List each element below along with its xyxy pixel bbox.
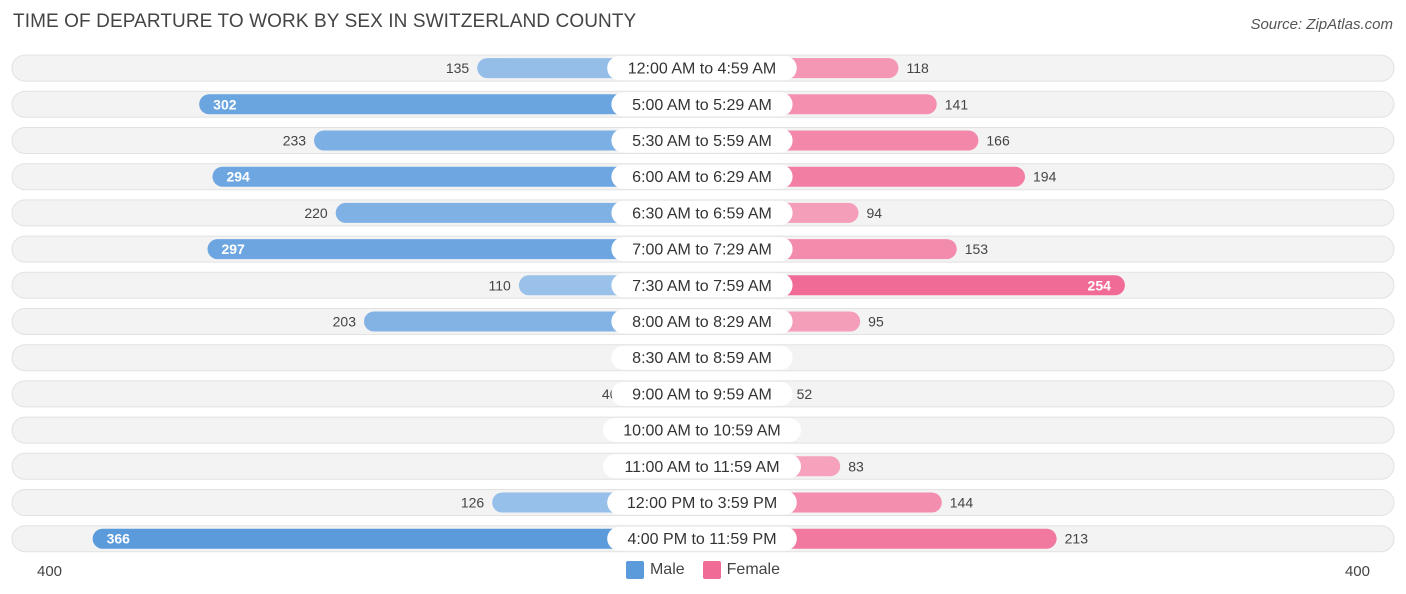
category-pill [611, 128, 793, 153]
male-value-label: 220 [304, 205, 328, 221]
category-pill [611, 345, 793, 370]
legend-item-female: Female [702, 561, 781, 579]
female-value-label: 52 [797, 386, 813, 402]
male-bar [207, 239, 712, 260]
female-value-label: 83 [848, 458, 864, 474]
category-pill [611, 273, 793, 298]
axis-label-left: 400 [37, 563, 62, 580]
category-pill [603, 454, 801, 479]
male-value-label: 126 [461, 495, 485, 511]
male-value-label: 366 [107, 531, 131, 547]
female-value-label: 166 [986, 133, 1010, 149]
category-pill [607, 490, 797, 515]
category-label: 9:00 AM to 9:59 AM [632, 386, 772, 403]
legend-male-label: Male [649, 561, 685, 578]
category-label: 4:00 PM to 11:59 PM [627, 531, 776, 548]
male-value-label: 135 [446, 60, 470, 76]
category-pill [607, 526, 797, 551]
male-value-label: 110 [489, 277, 512, 293]
male-bar [92, 528, 713, 549]
male-swatch [625, 561, 644, 579]
male-value-label: 297 [221, 241, 245, 257]
legend-item-male: Male [625, 561, 685, 579]
female-value-label: 118 [906, 60, 929, 76]
female-value-label: 194 [1033, 169, 1057, 185]
category-label: 11:00 AM to 11:59 AM [624, 459, 779, 476]
category-label: 7:00 AM to 7:29 AM [632, 242, 772, 259]
category-label: 12:00 PM to 3:59 PM [627, 495, 777, 512]
category-label: 12:00 AM to 4:59 AM [628, 61, 777, 78]
category-pill [611, 164, 793, 189]
female-value-label: 94 [867, 205, 883, 221]
category-pill [611, 237, 793, 262]
axis-label-right: 400 [1345, 563, 1370, 580]
legend-female-label: Female [726, 561, 781, 578]
category-label: 6:00 AM to 6:29 AM [632, 169, 772, 186]
category-label: 10:00 AM to 10:59 AM [623, 423, 780, 440]
source-credit: Source: ZipAtlas.com [1250, 16, 1393, 33]
category-pill [611, 309, 793, 334]
category-label: 5:00 AM to 5:29 AM [632, 97, 772, 114]
female-value-label: 153 [965, 241, 989, 257]
male-value-label: 233 [283, 133, 307, 149]
male-value-label: 302 [213, 96, 237, 112]
category-pill [611, 200, 793, 225]
female-value-label: 95 [868, 314, 884, 330]
category-label: 6:30 AM to 6:59 AM [632, 205, 772, 222]
male-bar [199, 94, 713, 115]
female-value-label: 144 [950, 495, 974, 511]
category-pill [603, 418, 801, 443]
category-pill [611, 381, 793, 406]
legend: Male Female [0, 561, 1406, 579]
category-label: 8:00 AM to 8:29 AM [632, 314, 772, 331]
category-label: 8:30 AM to 8:59 AM [632, 350, 772, 367]
category-label: 7:30 AM to 7:59 AM [632, 278, 772, 295]
female-value-label: 254 [1088, 277, 1112, 293]
male-bar [212, 166, 713, 187]
category-pill [607, 56, 797, 81]
female-value-label: 213 [1065, 531, 1089, 547]
male-value-label: 203 [333, 314, 357, 330]
category-pill [611, 92, 793, 117]
male-value-label: 294 [226, 169, 250, 185]
female-value-label: 141 [945, 96, 969, 112]
chart-title: TIME OF DEPARTURE TO WORK BY SEX IN SWIT… [13, 11, 637, 32]
female-swatch [702, 561, 721, 579]
category-label: 5:30 AM to 5:59 AM [632, 133, 772, 150]
female-bar [692, 275, 1125, 296]
